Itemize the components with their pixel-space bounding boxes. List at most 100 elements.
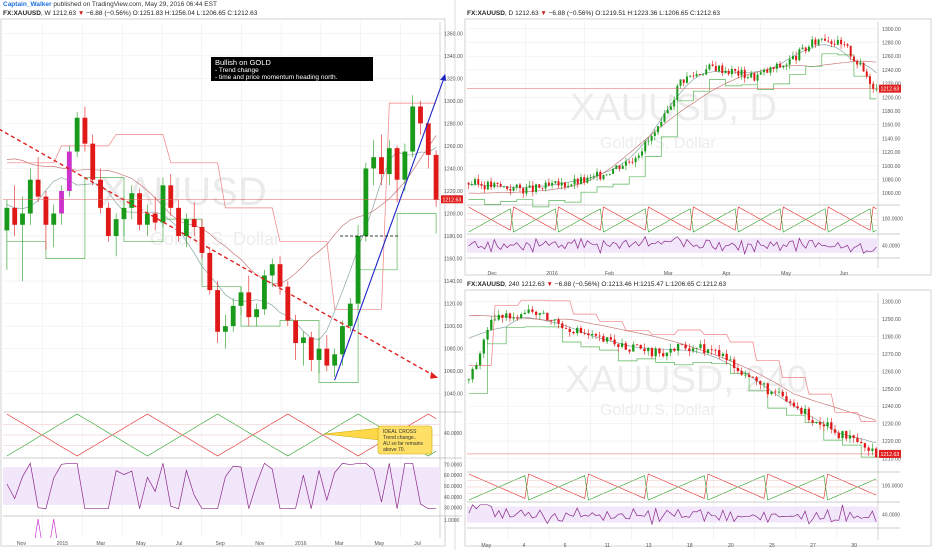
x-tick-label: Nov [17, 541, 27, 547]
daily-chart: 1300.00 1280.00 1260.00 1240.00 1220.00 1200.… [467, 22, 903, 277]
x-tick-label: May [481, 543, 491, 549]
candle [658, 348, 661, 354]
candle [560, 182, 563, 186]
candle [803, 408, 807, 414]
candle [833, 429, 837, 433]
rsi-tick-label: 50.0000 [444, 484, 462, 490]
candle [605, 174, 608, 176]
candle [512, 317, 515, 319]
y-tick-label: 1260.00 [882, 54, 901, 60]
candle [238, 292, 244, 306]
candle [820, 38, 823, 40]
signal-spike [50, 518, 58, 539]
stop-line [468, 53, 877, 208]
candle [766, 69, 769, 73]
y-tick-label: 1180.00 [882, 109, 900, 115]
candle [785, 64, 788, 66]
watermark-daily-sub: Gold/U.S. Dollar [600, 135, 716, 152]
y-tick-label: 1080.00 [882, 177, 901, 183]
candle [502, 186, 505, 188]
h4-symbol[interactable]: FX:XAUUSD [467, 281, 505, 288]
candle [277, 264, 283, 287]
candle [673, 99, 676, 107]
candle [160, 185, 166, 223]
candle [721, 65, 724, 74]
candle [830, 422, 833, 430]
weekly-interval: W [44, 10, 51, 17]
candle [285, 286, 291, 321]
candle [105, 207, 111, 237]
candle [647, 348, 650, 352]
candle [542, 312, 545, 314]
candle [817, 39, 820, 45]
candle [531, 185, 534, 192]
callout-note[interactable]: IDEAL CROSS Trend change.. AU so far rem… [323, 425, 433, 455]
x-tick-label: May [374, 541, 384, 547]
candle [505, 313, 508, 318]
candle [706, 349, 710, 354]
candle [168, 185, 174, 208]
candle [583, 332, 586, 334]
note-line-4: above 70. [383, 447, 405, 453]
rsi-line [6, 462, 437, 510]
candle [800, 407, 803, 414]
candle [798, 49, 801, 61]
author-name[interactable]: Captain_Walker [3, 1, 52, 8]
candle [673, 348, 676, 351]
candle [841, 431, 844, 439]
weekly-low: 1206.65 [202, 10, 226, 17]
candle [759, 72, 762, 75]
candle [74, 117, 80, 152]
candle [699, 344, 702, 349]
y-tick-label: 1240.00 [882, 68, 901, 74]
daily-interval: D [508, 10, 514, 17]
candle [541, 187, 544, 189]
candle [759, 381, 762, 385]
candle [852, 56, 855, 62]
candle [576, 178, 579, 185]
candle [544, 182, 547, 189]
candle [669, 348, 672, 353]
candle [490, 319, 493, 330]
candle [845, 431, 848, 439]
candle [568, 328, 571, 333]
candle [695, 73, 698, 77]
candle [867, 447, 870, 451]
x-tick-label: Feb [605, 271, 614, 277]
candle [628, 161, 631, 163]
candle [564, 328, 568, 329]
candle [814, 39, 817, 45]
weekly-symbol[interactable]: FX:XAUUSD [3, 10, 41, 17]
candle [868, 76, 871, 84]
osc-down-line [6, 413, 437, 457]
candle [772, 67, 775, 69]
candle [737, 70, 740, 76]
candle [478, 353, 482, 366]
candle [770, 391, 773, 395]
annotation-box[interactable]: Bullish on GOLD - Trend change - time an… [211, 57, 373, 81]
candle [637, 155, 640, 158]
weekly-high: 1256.04 [171, 10, 195, 17]
candle [621, 165, 624, 169]
candle [222, 326, 228, 332]
y-tick-label: 1250.00 [882, 387, 901, 393]
candle [43, 196, 49, 225]
daily-symbol[interactable]: FX:XAUUSD [467, 10, 505, 17]
candle [644, 141, 647, 152]
candle [340, 326, 345, 355]
candle [796, 406, 799, 408]
h4-interval: 240 [508, 281, 520, 288]
candle [801, 47, 804, 50]
candle [727, 70, 730, 75]
candle [785, 396, 788, 402]
osc-down-line [468, 206, 877, 231]
candle [777, 391, 781, 393]
candle [856, 437, 859, 443]
candle [685, 76, 688, 83]
candle [394, 148, 400, 180]
candle [676, 85, 679, 100]
y-tick-label: 1120.00 [882, 150, 900, 156]
y-tick-label: 1160.00 [444, 257, 462, 263]
candle [702, 74, 704, 76]
